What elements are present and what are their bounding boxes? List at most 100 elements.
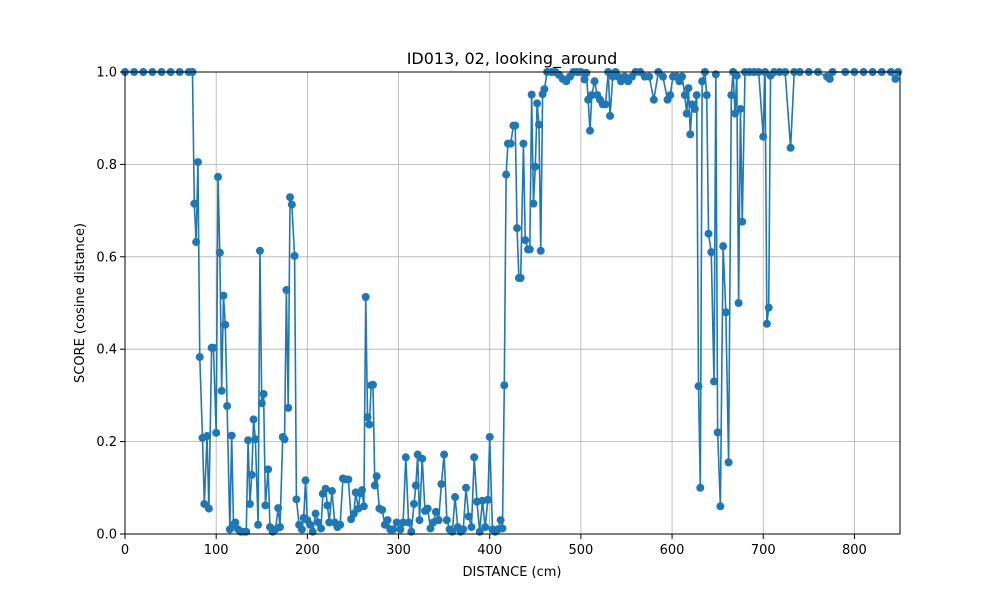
data-point bbox=[437, 480, 446, 489]
data-point bbox=[692, 91, 701, 100]
data-point bbox=[254, 520, 263, 529]
data-point bbox=[531, 162, 540, 171]
data-point bbox=[370, 481, 379, 490]
data-point bbox=[485, 432, 494, 441]
data-point bbox=[730, 109, 739, 118]
x-tick-label: 100 bbox=[204, 543, 229, 558]
data-point bbox=[344, 475, 353, 484]
data-point bbox=[249, 415, 258, 424]
data-point bbox=[217, 386, 226, 395]
data-point bbox=[645, 72, 654, 81]
x-tick-label: 500 bbox=[568, 543, 593, 558]
data-point bbox=[209, 343, 218, 352]
data-point bbox=[680, 91, 689, 100]
data-point bbox=[192, 238, 201, 247]
data-point bbox=[321, 484, 330, 493]
data-point bbox=[481, 523, 490, 532]
data-point bbox=[721, 308, 730, 317]
data-point bbox=[506, 139, 515, 148]
data-point bbox=[389, 525, 398, 534]
data-point bbox=[372, 472, 381, 481]
x-axis-label: DISTANCE (cm) bbox=[462, 565, 561, 580]
data-point bbox=[759, 132, 768, 141]
data-point bbox=[516, 274, 525, 283]
data-point bbox=[529, 199, 538, 208]
data-point bbox=[891, 74, 900, 83]
data-point bbox=[297, 525, 306, 534]
data-point bbox=[511, 121, 520, 130]
data-point bbox=[724, 458, 733, 467]
data-point bbox=[738, 217, 747, 226]
data-point bbox=[696, 483, 705, 492]
data-point bbox=[606, 111, 615, 120]
chart-title: ID013, 02, looking_around bbox=[407, 49, 618, 69]
data-point bbox=[245, 499, 254, 508]
data-point bbox=[399, 518, 408, 527]
data-point bbox=[392, 518, 401, 527]
x-tick-label: 700 bbox=[751, 543, 776, 558]
data-point bbox=[442, 516, 451, 525]
data-point bbox=[301, 476, 310, 485]
data-point bbox=[467, 523, 476, 532]
data-point bbox=[536, 246, 545, 255]
data-point bbox=[259, 390, 268, 399]
data-point bbox=[276, 523, 284, 532]
data-point bbox=[734, 299, 743, 307]
x-tick-label: 600 bbox=[660, 543, 685, 558]
data-point bbox=[287, 200, 296, 209]
data-point bbox=[521, 236, 530, 245]
data-point bbox=[415, 516, 424, 525]
data-point bbox=[601, 100, 610, 109]
data-point bbox=[365, 420, 374, 429]
data-point bbox=[519, 139, 528, 148]
data-point bbox=[227, 431, 236, 440]
data-point bbox=[363, 413, 372, 422]
plot-frame bbox=[124, 71, 901, 535]
data-point bbox=[582, 68, 591, 77]
data-point bbox=[525, 245, 534, 254]
data-point bbox=[247, 470, 256, 479]
data-point bbox=[470, 453, 479, 462]
data-point bbox=[327, 487, 336, 496]
data-point bbox=[713, 428, 722, 437]
data-point bbox=[710, 377, 718, 386]
data-point bbox=[361, 292, 370, 301]
data-point bbox=[464, 512, 473, 521]
y-tick-label: 0.6 bbox=[96, 250, 117, 265]
data-point bbox=[500, 381, 509, 390]
data-point bbox=[462, 483, 470, 492]
data-point bbox=[401, 453, 410, 462]
data-point bbox=[496, 516, 505, 525]
data-point bbox=[284, 403, 293, 412]
data-point bbox=[666, 91, 675, 100]
data-point bbox=[383, 516, 392, 525]
data-point bbox=[682, 109, 691, 118]
data-point bbox=[323, 501, 332, 510]
x-tick-label: 300 bbox=[386, 543, 411, 558]
y-axis-label: SCORE (cosine distance) bbox=[73, 223, 88, 383]
data-point bbox=[694, 382, 703, 391]
data-point bbox=[212, 428, 221, 437]
data-point bbox=[311, 509, 320, 518]
data-point bbox=[426, 524, 435, 533]
data-point bbox=[325, 518, 334, 527]
data-point bbox=[502, 170, 511, 179]
x-tick-label: 200 bbox=[295, 543, 320, 558]
y-axis: 0.0 0.2 0.4 0.6 0.8 1.0 bbox=[96, 66, 125, 543]
data-point bbox=[292, 495, 301, 504]
data-point bbox=[786, 143, 795, 152]
data-point bbox=[825, 74, 834, 83]
data-point bbox=[719, 242, 728, 251]
x-tick-label: 800 bbox=[842, 543, 867, 558]
data-point bbox=[190, 199, 199, 208]
data-point bbox=[590, 77, 599, 86]
data-point bbox=[358, 486, 367, 495]
data-point bbox=[527, 90, 536, 99]
data-point bbox=[215, 248, 224, 257]
data-point bbox=[587, 91, 596, 100]
data-point bbox=[762, 319, 771, 328]
data-point bbox=[704, 229, 713, 238]
data-point bbox=[513, 224, 522, 233]
data-point bbox=[702, 91, 711, 100]
data-point bbox=[533, 99, 542, 108]
